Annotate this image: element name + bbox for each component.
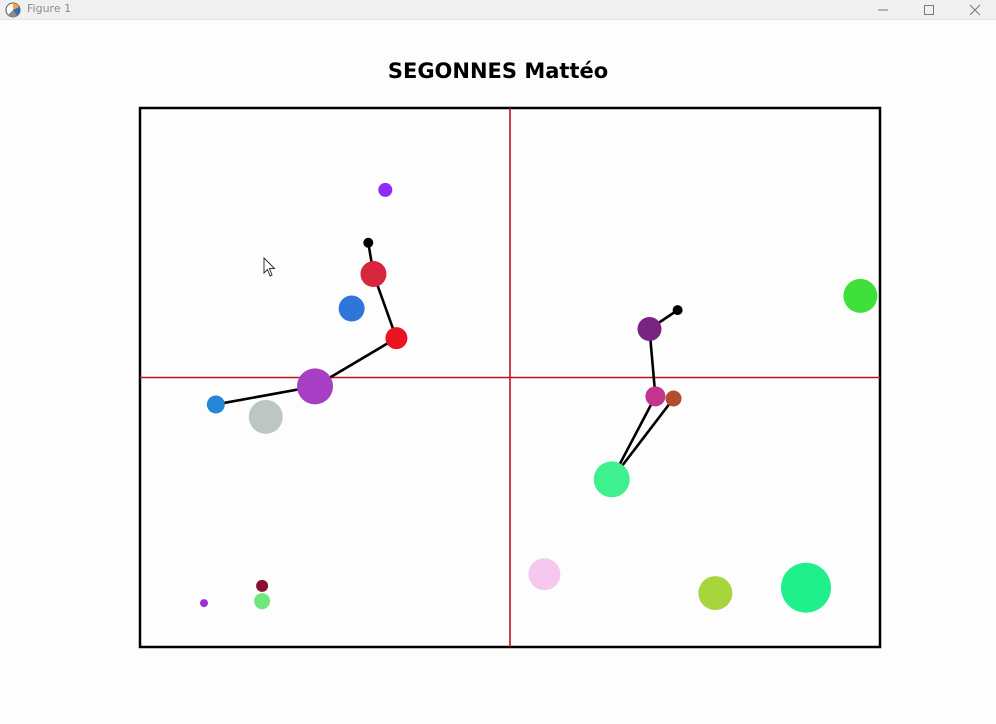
point-crimson-bob: [360, 261, 387, 288]
point-green-small: [254, 593, 271, 610]
minimize-icon: [878, 9, 888, 11]
point-spring-green-large: [781, 562, 831, 613]
point-purple-small-top: [378, 182, 393, 197]
point-green-large-right: [843, 278, 878, 313]
close-icon: [969, 4, 981, 16]
point-grey-ball: [248, 399, 283, 434]
point-pink-ball: [528, 558, 561, 591]
point-pendulum-left-pivot: [363, 237, 374, 248]
close-button[interactable]: [952, 0, 996, 20]
maximize-button[interactable]: [906, 0, 952, 20]
point-red-bob: [385, 327, 408, 350]
point-blue-ball: [338, 295, 365, 322]
point-violet-tiny: [200, 599, 209, 608]
point-maroon-small: [256, 579, 269, 592]
point-plum-bob: [637, 316, 662, 341]
matplotlib-figure-icon: [5, 2, 21, 18]
window-title: Figure 1: [27, 2, 72, 15]
point-violet-bob: [297, 368, 334, 405]
point-magenta-bob: [645, 386, 666, 407]
point-brown-bob: [665, 390, 682, 407]
window-titlebar: Figure 1: [0, 0, 996, 20]
point-mint-ball: [593, 461, 630, 498]
chart-title: SEGONNES Mattéo: [387, 59, 609, 83]
maximize-icon: [924, 5, 934, 15]
point-lime-ball: [698, 576, 733, 611]
point-pendulum-right-pivot: [672, 305, 683, 316]
minimize-button[interactable]: [860, 0, 906, 20]
mouse-cursor-icon: [263, 257, 276, 277]
point-blue-end: [206, 395, 225, 414]
